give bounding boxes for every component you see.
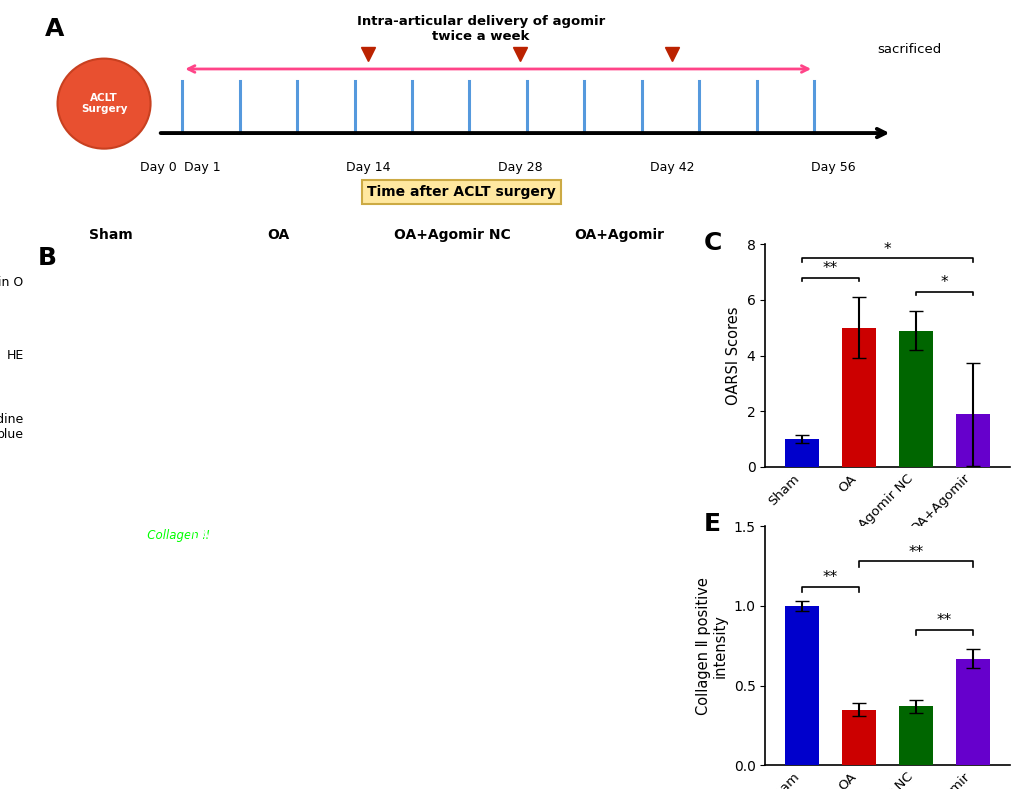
Text: *: *	[940, 275, 948, 290]
Text: OA+Agomir: OA+Agomir	[574, 228, 664, 242]
Text: Day 56: Day 56	[810, 161, 855, 174]
Text: OA: OA	[267, 228, 288, 242]
Bar	[898, 706, 932, 765]
Text: Day 14: Day 14	[345, 161, 390, 174]
Bar	[842, 709, 875, 765]
Bar	[898, 331, 932, 467]
Text: /DAPI: /DAPI	[121, 529, 220, 541]
Bar	[842, 327, 875, 467]
Text: Intra-articular delivery of agomir
twice a week: Intra-articular delivery of agomir twice…	[357, 15, 604, 43]
Text: Day 42: Day 42	[649, 161, 694, 174]
Bar	[785, 606, 818, 765]
Text: OA+Agomir NC: OA+Agomir NC	[393, 228, 511, 242]
Text: **: **	[822, 570, 838, 585]
Text: Safranin O: Safranin O	[0, 275, 23, 289]
Bar	[955, 414, 988, 467]
Text: **: **	[822, 261, 838, 276]
Text: Day 0: Day 0	[140, 161, 176, 174]
Text: Time after ACLT surgery: Time after ACLT surgery	[367, 185, 555, 199]
Text: Sham: Sham	[89, 228, 132, 242]
Text: OA+Agomir: OA+Agomir	[399, 648, 486, 661]
Y-axis label: OARSI Scores: OARSI Scores	[726, 306, 741, 405]
Text: Collagen II: Collagen II	[121, 529, 210, 541]
Text: A: A	[45, 17, 64, 41]
Text: **: **	[908, 544, 922, 559]
Text: B: B	[38, 246, 56, 271]
Text: C: C	[703, 231, 721, 255]
Y-axis label: Collagen Ⅱ positive
intensity: Collagen Ⅱ positive intensity	[695, 577, 728, 715]
Text: Sham: Sham	[121, 529, 163, 541]
Text: sacrificed: sacrificed	[876, 43, 941, 57]
Text: Day 28: Day 28	[497, 161, 542, 174]
Bar	[955, 659, 988, 765]
Ellipse shape	[57, 58, 151, 148]
Text: HE: HE	[6, 349, 23, 362]
Text: OA+Agomir NC: OA+Agomir NC	[399, 529, 511, 541]
Text: OA: OA	[121, 648, 143, 661]
Text: **: **	[935, 613, 951, 628]
Text: Toluidine
blue: Toluidine blue	[0, 413, 23, 441]
Text: ACLT
Surgery: ACLT Surgery	[81, 93, 127, 114]
Text: D: D	[38, 529, 58, 552]
Text: Day 1: Day 1	[183, 161, 220, 174]
Text: *: *	[882, 241, 891, 256]
Bar	[785, 439, 818, 467]
Text: E: E	[703, 512, 720, 536]
